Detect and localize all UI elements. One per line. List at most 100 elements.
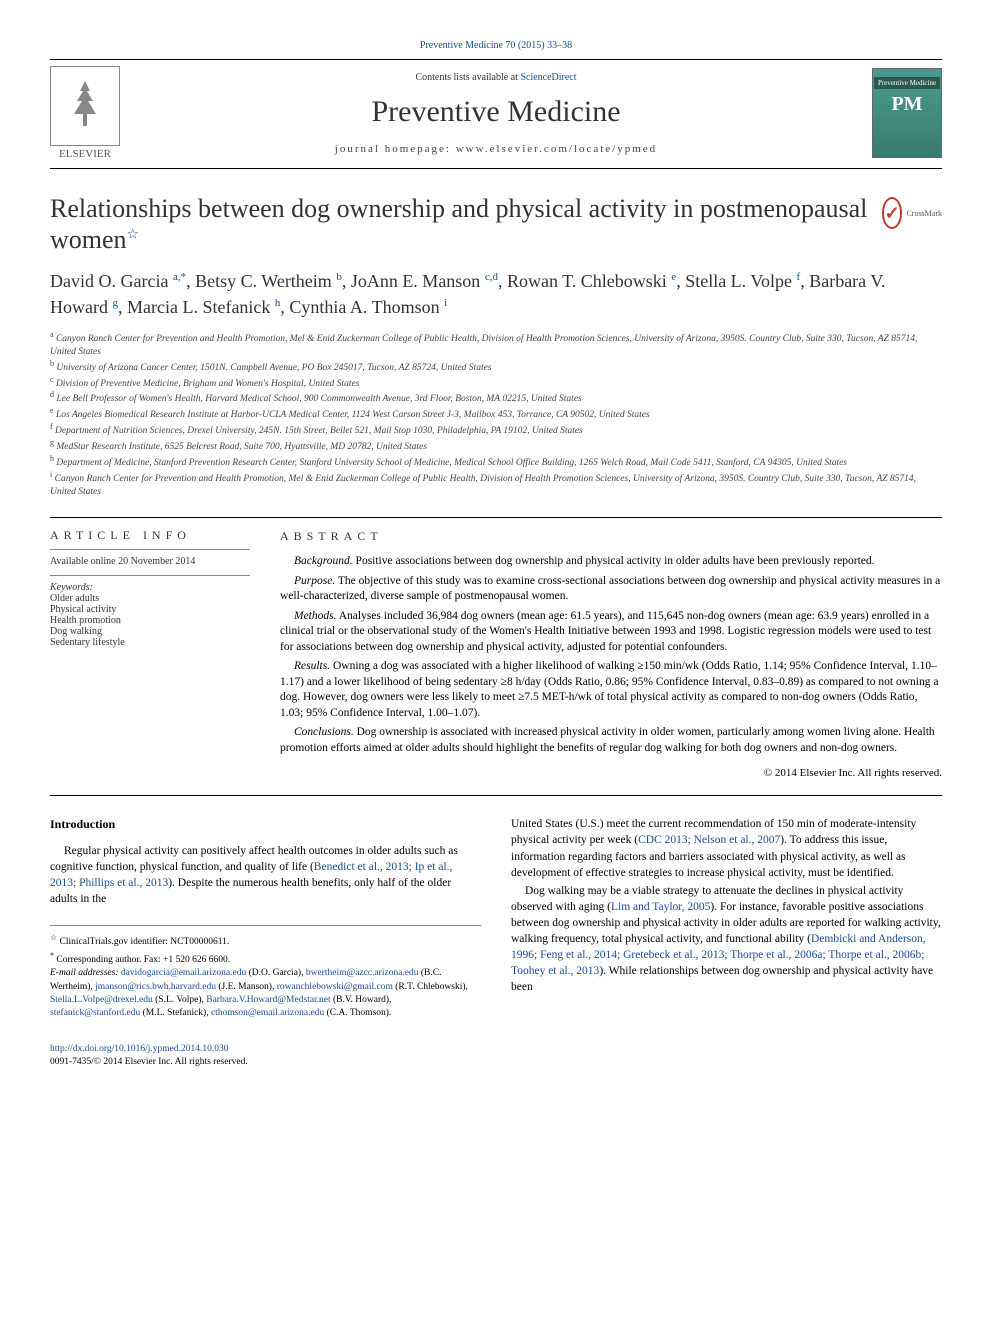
left-column: Introduction Regular physical activity c…	[50, 816, 481, 1069]
footnote-corresponding: * Corresponding author. Fax: +1 520 626 …	[50, 950, 481, 967]
email-who: (J.E. Manson),	[216, 982, 277, 992]
ref-link-lim[interactable]: Lim and Taylor, 2005	[611, 901, 710, 913]
affiliation-line: c Division of Preventive Medicine, Brigh…	[50, 375, 942, 391]
abstract-column: abstract Background. Positive associatio…	[280, 518, 942, 781]
keyword-item: Older adults	[50, 593, 250, 604]
affil-text: Department of Nutrition Sciences, Drexel…	[53, 427, 583, 437]
doi-link[interactable]: http://dx.doi.org/10.1016/j.ypmed.2014.1…	[50, 1044, 228, 1054]
article-info-column: article info Available online 20 Novembe…	[50, 518, 250, 781]
abstract-text: Owning a dog was associated with a highe…	[280, 660, 938, 719]
affil-text: University of Arizona Cancer Center, 150…	[54, 363, 492, 373]
ref-link-cdc[interactable]: CDC 2013; Nelson et al., 2007	[638, 834, 780, 846]
affil-text: Division of Preventive Medicine, Brigham…	[54, 379, 360, 389]
abstract-section-label: Background.	[294, 555, 353, 567]
title-footnote-star-icon: ☆	[127, 228, 140, 243]
journal-cover-icon: Preventive Medicine PM	[872, 68, 942, 158]
abstract-paragraph: Methods. Analyses included 36,984 dog ow…	[280, 609, 942, 656]
abstract-section-label: Purpose.	[294, 575, 335, 587]
email-link[interactable]: stefanick@stanford.edu	[50, 1008, 140, 1018]
affiliation-line: a Canyon Ranch Center for Prevention and…	[50, 330, 942, 359]
abstract-end-rule	[50, 795, 942, 796]
homepage-url[interactable]: www.elsevier.com/locate/ypmed	[456, 143, 657, 155]
abstract-paragraph: Purpose. The objective of this study was…	[280, 574, 942, 605]
email-link[interactable]: jmanson@rics.bwh.harvard.edu	[95, 982, 216, 992]
affil-text: Canyon Ranch Center for Prevention and H…	[50, 474, 916, 497]
header-center: Contents lists available at ScienceDirec…	[120, 72, 872, 155]
elsevier-label: ELSEVIER	[50, 148, 120, 160]
footnotes-block: ☆ ClinicalTrials.gov identifier: NCT0000…	[50, 925, 481, 1020]
sciencedirect-link[interactable]: ScienceDirect	[520, 72, 576, 83]
email-link[interactable]: cthomson@email.arizona.edu	[211, 1008, 324, 1018]
affiliation-line: e Los Angeles Biomedical Research Instit…	[50, 406, 942, 422]
abstract-heading: abstract	[280, 528, 942, 544]
email-link[interactable]: Barbara.V.Howard@Medstar.net	[206, 995, 330, 1005]
contents-prefix: Contents lists available at	[415, 72, 520, 83]
crossmark-label: CrossMark	[906, 209, 942, 218]
journal-header: ELSEVIER Contents lists available at Sci…	[50, 66, 942, 160]
email-link[interactable]: davidogarcia@email.arizona.edu	[121, 968, 246, 978]
right-column: United States (U.S.) meet the current re…	[511, 816, 942, 1069]
available-online: Available online 20 November 2014	[50, 556, 250, 567]
article-info-heading: article info	[50, 528, 250, 543]
cover-big-text: PM	[891, 93, 922, 116]
homepage-label: journal homepage:	[335, 143, 456, 155]
affil-text: Department of Medicine, Stanford Prevent…	[54, 459, 847, 469]
keyword-item: Health promotion	[50, 615, 250, 626]
keyword-item: Dog walking	[50, 626, 250, 637]
journal-title: Preventive Medicine	[120, 95, 872, 129]
footnote-trial-text: ClinicalTrials.gov identifier: NCT000006…	[57, 938, 229, 948]
abstract-body: Background. Positive associations betwee…	[280, 554, 942, 756]
abstract-section-label: Results.	[294, 660, 330, 672]
intro-para-1: Regular physical activity can positively…	[50, 843, 481, 907]
email-link[interactable]: Stella.L.Volpe@drexel.edu	[50, 995, 153, 1005]
affil-text: Canyon Ranch Center for Prevention and H…	[50, 334, 917, 357]
keywords-label: Keywords:	[50, 582, 250, 593]
keywords-list: Older adultsPhysical activityHealth prom…	[50, 593, 250, 648]
footnote-emails: E-mail addresses: davidogarcia@email.ari…	[50, 967, 481, 1020]
affiliations-block: a Canyon Ranch Center for Prevention and…	[50, 330, 942, 499]
author-name: David O. Garcia	[50, 271, 173, 291]
crossmark-circle-icon: ✓	[882, 197, 902, 229]
footnote-trial: ☆ ClinicalTrials.gov identifier: NCT0000…	[50, 932, 481, 949]
abstract-text: Analyses included 36,984 dog owners (mea…	[280, 610, 931, 653]
affiliation-line: f Department of Nutrition Sciences, Drex…	[50, 422, 942, 438]
author-name: , Cynthia A. Thomson	[280, 297, 444, 317]
author-name: , Betsy C. Wertheim	[186, 271, 336, 291]
info-abstract-row: article info Available online 20 Novembe…	[50, 518, 942, 781]
email-who: (S.L. Volpe),	[153, 995, 206, 1005]
author-affil-sup: i	[444, 297, 447, 309]
affiliation-line: g MedStar Research Institute, 6525 Belcr…	[50, 438, 942, 454]
info-subrule-1	[50, 549, 250, 550]
abstract-paragraph: Results. Owning a dog was associated wit…	[280, 659, 942, 721]
email-who: (R.T. Chlebowski),	[393, 982, 468, 992]
email-who: (D.O. Garcia),	[246, 968, 306, 978]
journal-ref-link[interactable]: Preventive Medicine 70 (2015) 33–38	[420, 40, 572, 51]
affiliation-line: d Lee Bell Professor of Women's Health, …	[50, 390, 942, 406]
affiliation-line: i Canyon Ranch Center for Prevention and…	[50, 470, 942, 499]
abstract-text: Positive associations between dog owners…	[353, 555, 875, 567]
bottom-doi-block: http://dx.doi.org/10.1016/j.ypmed.2014.1…	[50, 1043, 481, 1070]
cover-small-text: Preventive Medicine	[874, 77, 940, 89]
introduction-heading: Introduction	[50, 816, 481, 833]
keyword-item: Sedentary lifestyle	[50, 637, 250, 648]
affil-text: Los Angeles Biomedical Research Institut…	[54, 411, 650, 421]
email-who: (C.A. Thomson).	[324, 1008, 391, 1018]
email-label: E-mail addresses:	[50, 968, 121, 978]
abstract-text: Dog ownership is associated with increas…	[280, 726, 935, 754]
copyright-line: © 2014 Elsevier Inc. All rights reserved…	[280, 766, 942, 781]
email-link[interactable]: rowanchlebowski@gmail.com	[277, 982, 393, 992]
email-who: (M.L. Stefanick),	[140, 1008, 211, 1018]
affil-text: MedStar Research Institute, 6525 Belcres…	[54, 443, 427, 453]
email-link[interactable]: bwertheim@azcc.arizona.edu	[306, 968, 419, 978]
keyword-item: Physical activity	[50, 604, 250, 615]
affiliation-line: b University of Arizona Cancer Center, 1…	[50, 359, 942, 375]
body-columns: Introduction Regular physical activity c…	[50, 816, 942, 1069]
elsevier-block: ELSEVIER	[50, 66, 120, 160]
issn-line: 0091-7435/© 2014 Elsevier Inc. All right…	[50, 1057, 248, 1067]
footnote-corr-text: Corresponding author. Fax: +1 520 626 66…	[54, 955, 230, 965]
journal-reference: Preventive Medicine 70 (2015) 33–38	[50, 40, 942, 51]
info-subrule-2	[50, 575, 250, 576]
abstract-section-label: Conclusions.	[294, 726, 354, 738]
top-rule	[50, 59, 942, 60]
crossmark-badge[interactable]: ✓ CrossMark	[882, 193, 942, 233]
